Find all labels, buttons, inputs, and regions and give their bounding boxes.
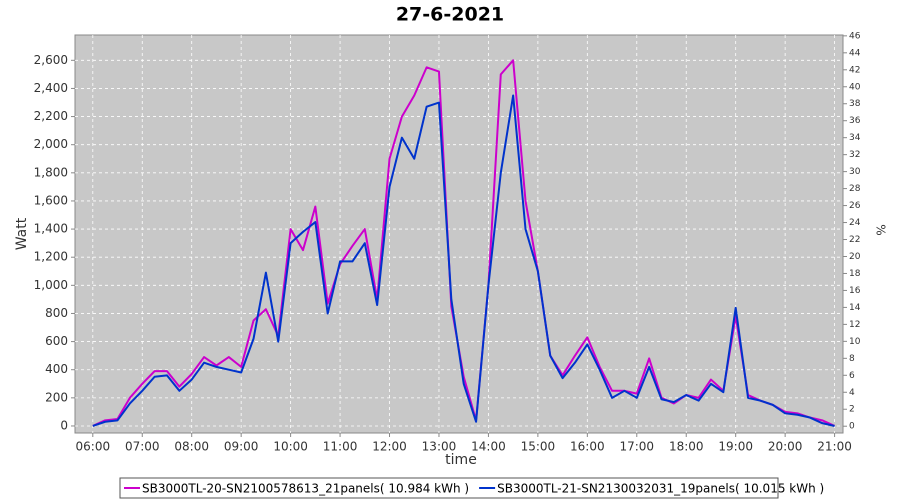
x-tick-label: 13:00 xyxy=(422,440,457,454)
y-tick-label: 1,600 xyxy=(34,193,68,207)
y2-tick-label: 40 xyxy=(849,82,861,92)
y2-tick-label: 8 xyxy=(849,354,855,364)
y2-tick-label: 42 xyxy=(849,65,860,75)
y-tick-label: 2,000 xyxy=(34,137,68,151)
x-tick-label: 14:00 xyxy=(471,440,506,454)
x-tick-label: 15:00 xyxy=(521,440,556,454)
y2-tick-label: 28 xyxy=(849,184,861,194)
y2-tick-label: 12 xyxy=(849,320,860,330)
y2-tick-label: 24 xyxy=(849,218,861,228)
y-tick-label: 1,000 xyxy=(34,278,68,292)
legend-label: SB3000TL-20-SN2100578613_21panels( 10.98… xyxy=(142,482,469,496)
x-tick-label: 20:00 xyxy=(768,440,803,454)
x-tick-label: 11:00 xyxy=(323,440,358,454)
y-tick-label: 2,600 xyxy=(34,53,68,67)
x-tick-label: 12:00 xyxy=(372,440,407,454)
x-tick-label: 08:00 xyxy=(174,440,209,454)
y2-tick-label: 26 xyxy=(849,201,861,211)
y-tick-label: 1,200 xyxy=(34,250,68,264)
y-tick-label: 1,800 xyxy=(34,165,68,179)
y2-tick-label: 34 xyxy=(849,133,861,143)
y2-tick-label: 16 xyxy=(849,286,861,296)
x-tick-label: 16:00 xyxy=(570,440,605,454)
y2-tick-label: 32 xyxy=(849,150,860,160)
x-tick-label: 17:00 xyxy=(619,440,654,454)
y-tick-label: 2,400 xyxy=(34,81,68,95)
y-tick-label: 200 xyxy=(45,390,68,404)
y2-tick-label: 30 xyxy=(849,167,861,177)
x-tick-label: 10:00 xyxy=(273,440,308,454)
series-line xyxy=(92,94,835,427)
y-tick-label: 800 xyxy=(45,306,68,320)
x-tick-label: 19:00 xyxy=(718,440,753,454)
y2-tick-label: 14 xyxy=(849,303,861,313)
x-tick-label: 07:00 xyxy=(125,440,160,454)
y2-tick-label: 22 xyxy=(849,235,860,245)
y-tick-label: 0 xyxy=(60,418,68,432)
x-tick-label: 09:00 xyxy=(224,440,259,454)
legend-label: SB3000TL-21-SN2130032031_19panels( 10.01… xyxy=(497,482,824,496)
y2-tick-label: 0 xyxy=(849,422,855,432)
chart-title: 27-6-2021 xyxy=(396,4,504,26)
plot-area xyxy=(74,34,844,434)
y2-tick-label: 46 xyxy=(849,31,861,41)
series-line xyxy=(92,59,836,427)
y-tick-label: 1,400 xyxy=(34,222,68,236)
y2-tick-label: 20 xyxy=(849,252,861,262)
y2-tick-label: 18 xyxy=(849,269,861,279)
y2-axis-label: % xyxy=(874,224,888,235)
y2-tick-label: 6 xyxy=(849,371,855,381)
x-tick-label: 18:00 xyxy=(669,440,704,454)
x-tick-label: 06:00 xyxy=(76,440,111,454)
y-axis-label: Watt xyxy=(14,217,30,250)
y-tick-label: 600 xyxy=(45,334,68,348)
y2-tick-label: 44 xyxy=(849,48,861,58)
x-axis-label: time xyxy=(445,452,477,468)
legend-box xyxy=(119,477,779,499)
y2-tick-label: 10 xyxy=(849,337,861,347)
y2-tick-label: 38 xyxy=(849,99,861,109)
y-tick-label: 400 xyxy=(45,362,68,376)
y-tick-label: 2,200 xyxy=(34,109,68,123)
y2-tick-label: 4 xyxy=(849,388,855,398)
y2-tick-label: 36 xyxy=(849,116,861,126)
y2-tick-label: 2 xyxy=(849,405,855,415)
x-tick-label: 21:00 xyxy=(817,440,852,454)
